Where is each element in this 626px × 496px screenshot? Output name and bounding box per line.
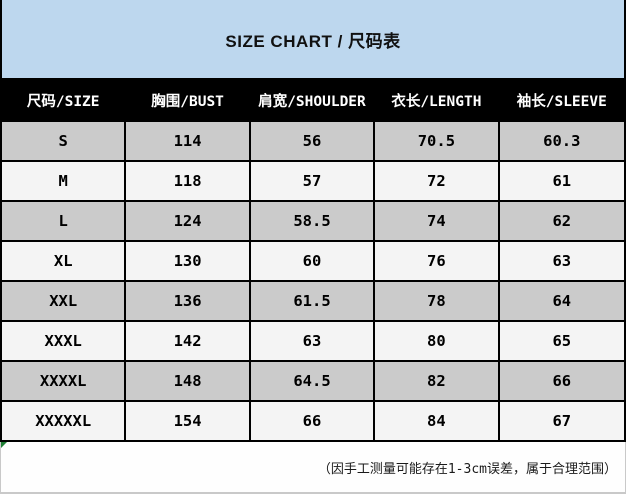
cell-length: 84 (375, 402, 500, 440)
cell-length: 70.5 (375, 122, 500, 160)
cell-sleeve: 64 (552, 292, 572, 310)
cell-bust: 154 (126, 402, 251, 440)
cell-shoulder: 58.5 (251, 202, 376, 240)
title-band: SIZE CHART / 尺码表 (2, 0, 624, 78)
cell-length: 76 (375, 242, 500, 280)
cell-length: 82 (375, 362, 500, 400)
cell-bust: 136 (126, 282, 251, 320)
cell-size: XL (2, 242, 127, 280)
table-row-xxl: XXL 136 61.5 78 64 (2, 282, 624, 322)
cell-sleeve: 67 (552, 412, 572, 430)
cell-size: XXL (2, 282, 127, 320)
table-header-row: 尺码/SIZE 胸围/BUST 肩宽/SHOULDER 衣长/LENGTH 袖长… (2, 78, 624, 122)
table-row-xxxxl: XXXXL 148 64.5 82 66 (2, 362, 624, 402)
cell-shoulder: 66 (251, 402, 376, 440)
measurement-tolerance-note: （因手工测量可能存在1-3cm误差，属于合理范围） (317, 461, 617, 477)
green-corner-marker-icon (1, 442, 7, 448)
cell-shoulder: 63 (251, 322, 376, 360)
table-row-xl: XL 130 60 76 63 (2, 242, 624, 282)
cell-sleeve: 65 (552, 332, 572, 350)
cell-sleeve: 60.3 (543, 132, 581, 150)
cell-length: 72 (375, 162, 500, 200)
table-row-s: S 114 56 70.5 60.3 (2, 122, 624, 162)
column-header-length: 衣长/LENGTH (375, 78, 500, 122)
footnote-band: （因手工测量可能存在1-3cm误差，属于合理范围） (0, 442, 626, 494)
cell-bust: 148 (126, 362, 251, 400)
table-body: S 114 56 70.5 60.3 M 118 57 72 61 L 124 … (2, 122, 624, 442)
cell-length: 80 (375, 322, 500, 360)
cell-shoulder: 61.5 (251, 282, 376, 320)
table-row-l: L 124 58.5 74 62 (2, 202, 624, 242)
cell-sleeve: 61 (552, 172, 572, 190)
column-header-shoulder: 肩宽/SHOULDER (251, 78, 376, 122)
cell-sleeve: 63 (552, 252, 572, 270)
cell-shoulder: 56 (251, 122, 376, 160)
cell-size: S (2, 122, 127, 160)
cell-length: 78 (375, 282, 500, 320)
cell-shoulder: 60 (251, 242, 376, 280)
cell-size: XXXXL (2, 362, 127, 400)
table-row-m: M 118 57 72 61 (2, 162, 624, 202)
size-chart-table: SIZE CHART / 尺码表 尺码/SIZE 胸围/BUST 肩宽/SHOU… (0, 0, 626, 442)
cell-bust: 124 (126, 202, 251, 240)
cell-bust: 142 (126, 322, 251, 360)
cell-size: L (2, 202, 127, 240)
cell-sleeve: 62 (552, 212, 572, 230)
column-header-size: 尺码/SIZE (2, 78, 127, 122)
column-header-sleeve: 袖长/SLEEVE (516, 93, 607, 110)
cell-bust: 130 (126, 242, 251, 280)
cell-size: XXXXXL (2, 402, 127, 440)
page-title: SIZE CHART / 尺码表 (225, 31, 401, 51)
column-header-bust: 胸围/BUST (126, 78, 251, 122)
table-row-xxxl: XXXL 142 63 80 65 (2, 322, 624, 362)
cell-bust: 118 (126, 162, 251, 200)
cell-sleeve: 66 (552, 372, 572, 390)
cell-length: 74 (375, 202, 500, 240)
cell-shoulder: 57 (251, 162, 376, 200)
cell-bust: 114 (126, 122, 251, 160)
cell-size: XXXL (2, 322, 127, 360)
cell-size: M (2, 162, 127, 200)
table-row-xxxxxl: XXXXXL 154 66 84 67 (2, 402, 624, 442)
cell-shoulder: 64.5 (251, 362, 376, 400)
